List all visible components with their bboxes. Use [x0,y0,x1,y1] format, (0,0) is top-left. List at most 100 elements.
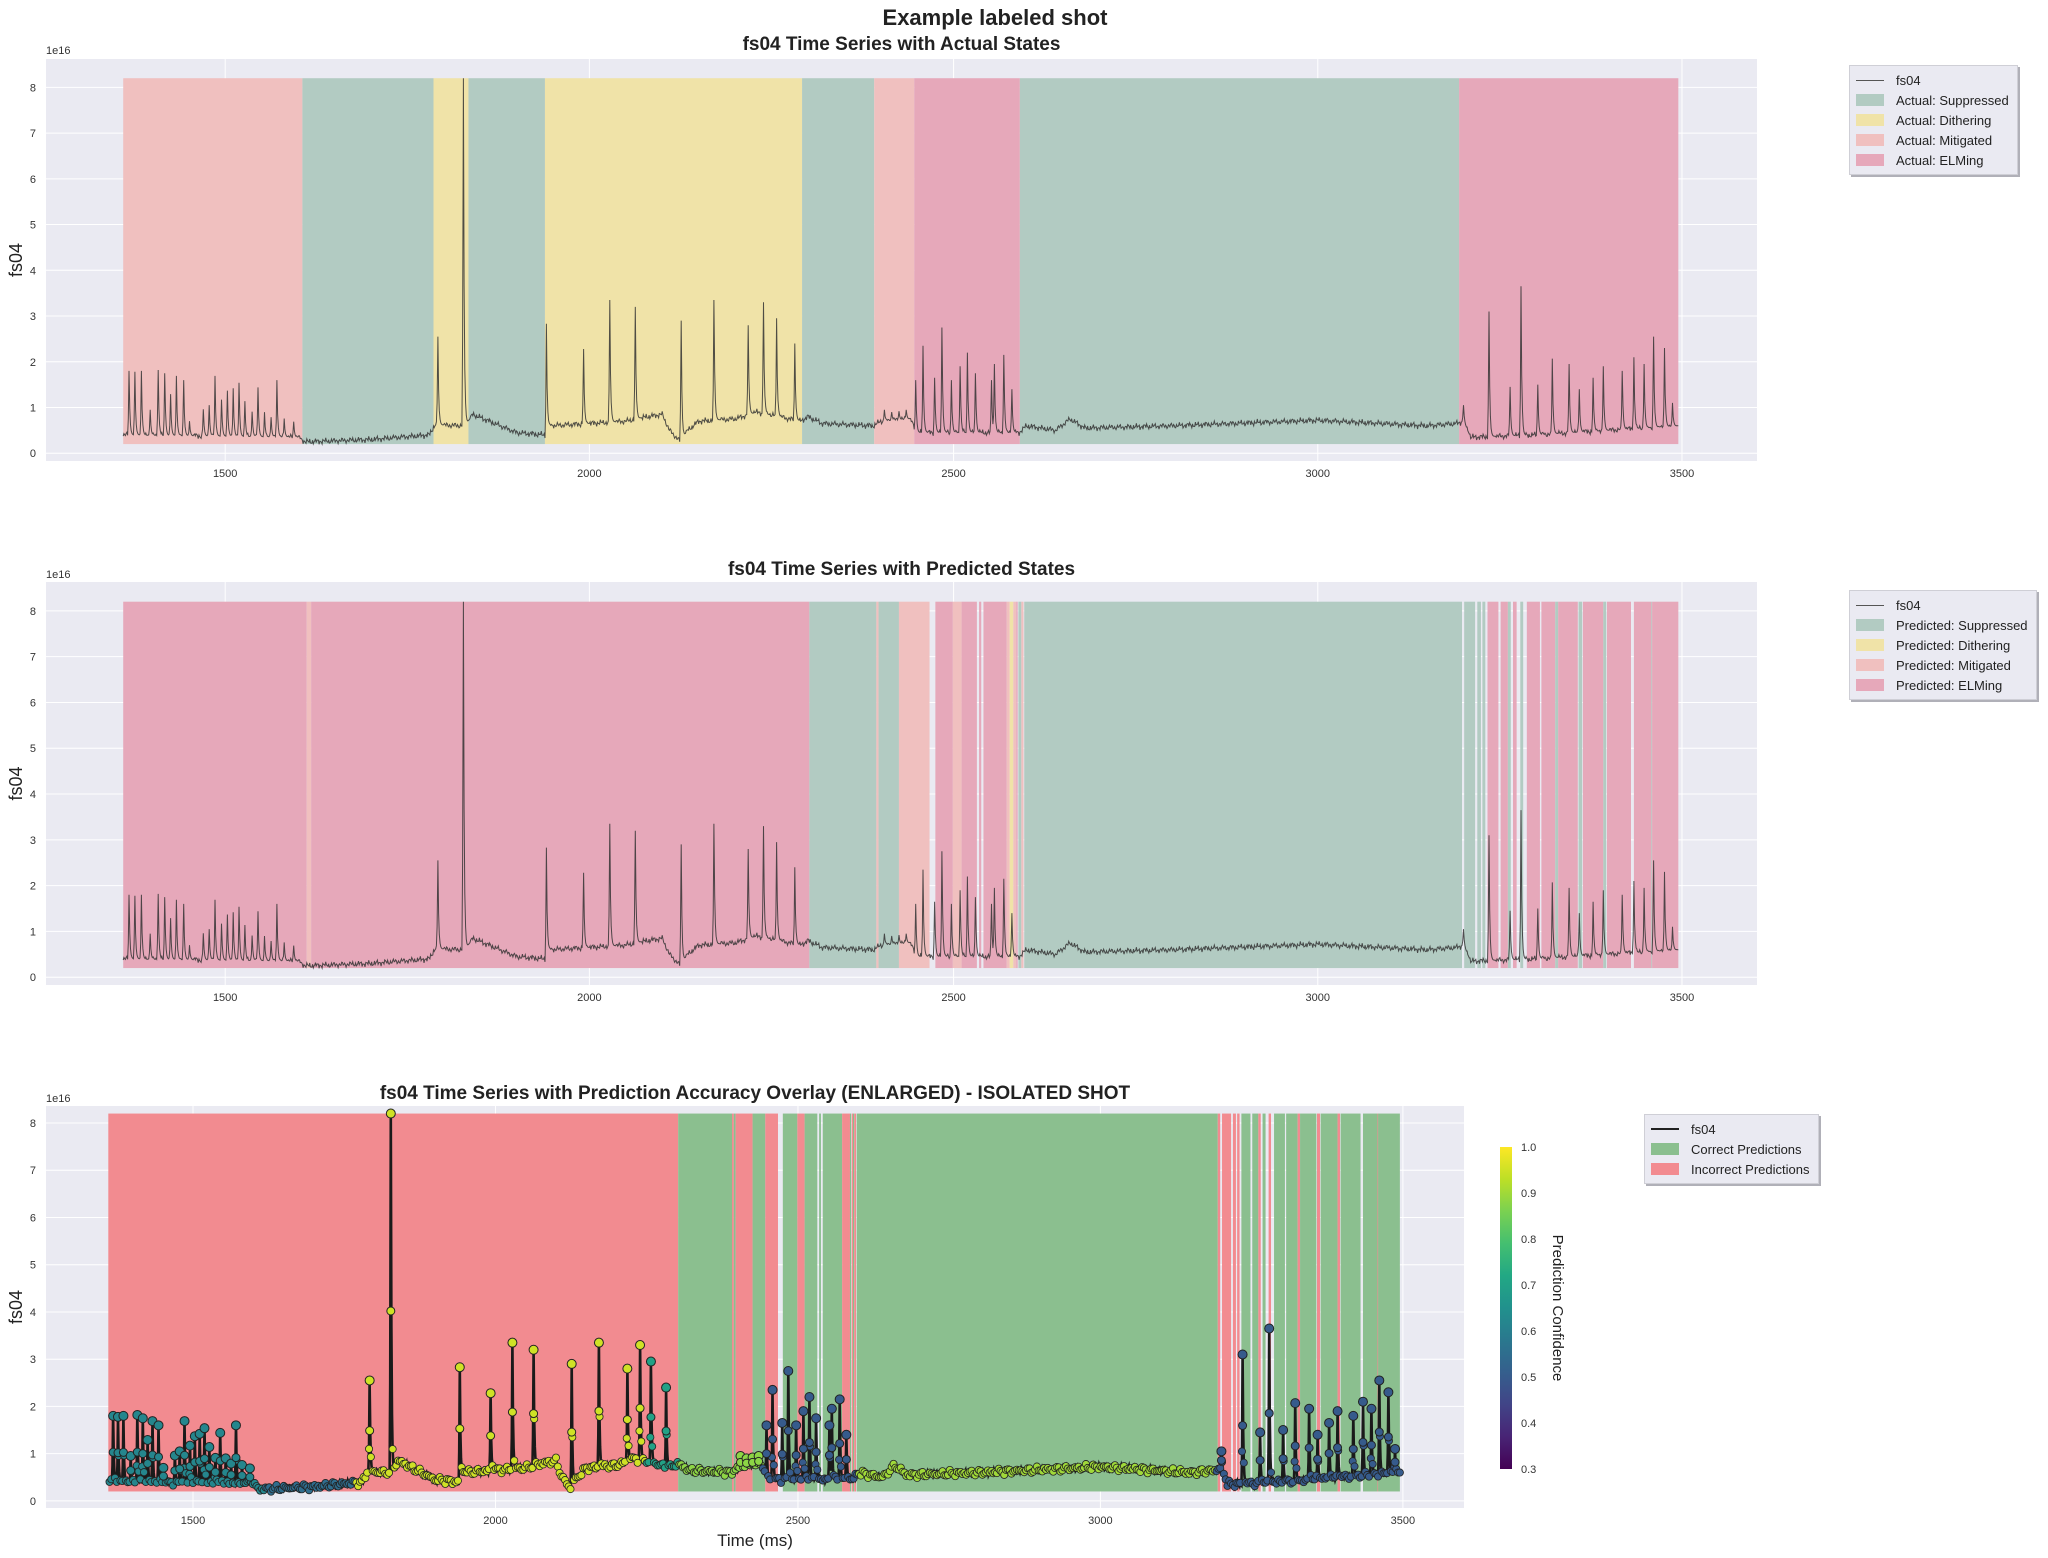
confidence-marker [388,1445,397,1454]
confidence-marker [1264,1323,1275,1334]
confidence-marker [645,1356,656,1367]
y-tick-label: 8 [30,1118,36,1130]
confidence-marker [385,1468,394,1477]
confidence-marker [1324,1417,1335,1428]
y-tick-label: 5 [30,1260,36,1272]
x-tick-label: 1500 [213,468,237,480]
confidence-marker [244,1463,255,1474]
confidence-marker [366,1452,375,1461]
confidence-marker [1374,1427,1384,1437]
confidence-marker [777,1449,787,1459]
swatch-mitigated [1856,134,1884,146]
confidence-marker [622,1434,631,1443]
correct-prediction-span [1252,1113,1259,1492]
chart-title: fs04 Time Series with Actual States [743,34,1061,55]
legend-label: Incorrect Predictions [1691,1161,1810,1177]
confidence-marker [661,1426,671,1436]
y-axis-label: fs04 [6,766,26,800]
confidence-marker [1239,1458,1248,1467]
swatch-dithering [1856,639,1884,651]
correct-prediction-span [733,1113,736,1492]
legend-actual: fs04 Actual: Suppressed Actual: Ditherin… [1849,65,2018,175]
confidence-marker [1383,1387,1394,1398]
colorbar-label: Prediction Confidence [1549,1235,1566,1382]
confidence-marker [454,1362,465,1373]
state-span-suppressed [1578,601,1583,969]
colorbar-gradient [1500,1147,1512,1469]
confidence-marker [1348,1410,1359,1421]
confidence-marker [646,1412,656,1422]
confidence-marker [158,1471,168,1481]
legend-label: Predicted: Mitigated [1896,657,2011,673]
colorbar-tick-label: 0.3 [1521,1464,1536,1476]
y-tick-label: 0 [30,1496,36,1508]
confidence-marker [153,1420,164,1431]
state-span-suppressed [802,78,875,445]
state-span-elming [1633,601,1652,969]
state-span-suppressed [878,601,899,969]
x-tick-label: 3500 [1670,992,1694,1004]
confidence-marker [1350,1462,1359,1471]
confidence-marker [769,1461,778,1470]
legend-item-dithering: Actual: Dithering [1856,110,2009,130]
state-span-elming [1582,601,1604,969]
confidence-marker [140,1468,149,1477]
state-span-elming [1487,601,1499,969]
confidence-marker [142,1434,153,1445]
state-span-suppressed [1651,601,1653,969]
confidence-marker [551,1453,560,1462]
confidence-marker [827,1443,837,1453]
correct-prediction-span [1286,1113,1298,1492]
confidence-marker [811,1413,822,1424]
state-span-mitigated [874,78,915,445]
legend-label: Predicted: ELMing [1896,677,2003,693]
confidence-marker [1290,1457,1299,1466]
correct-prediction-span [1320,1113,1338,1492]
confidence-marker [1368,1460,1377,1469]
confidence-marker [210,1467,220,1477]
offset-text: 1e16 [46,45,70,57]
confidence-marker [180,1450,190,1460]
legend-label: fs04 [1691,1121,1716,1137]
legend-item-incorrect: Incorrect Predictions [1651,1159,1810,1179]
confidence-marker [184,1440,195,1451]
confidence-marker [841,1429,852,1440]
legend-item-suppressed: Predicted: Suppressed [1856,615,2028,635]
state-span-suppressed [1019,78,1460,445]
y-tick-label: 7 [30,128,36,140]
y-tick-label: 1 [30,1449,36,1461]
incorrect-prediction-span [1268,1113,1272,1492]
y-axis-label: fs04 [6,1290,26,1324]
confidence-marker [485,1388,496,1399]
confidence-marker [199,1423,210,1434]
legend-item-mitigated: Predicted: Mitigated [1856,655,2028,675]
confidence-marker [365,1426,375,1436]
x-tick-label: 2000 [577,468,601,480]
confidence-marker [786,1468,795,1477]
correct-prediction-span [1300,1113,1317,1492]
confidence-marker [768,1434,778,1444]
confidence-marker [661,1382,672,1393]
confidence-marker [1255,1427,1266,1438]
incorrect-prediction-span [842,1113,850,1492]
confidence-marker [804,1437,814,1447]
state-span-suppressed [1603,601,1607,969]
state-span-elming [1512,601,1517,969]
confidence-marker [761,1420,772,1431]
confidence-marker [566,1485,575,1494]
confidence-marker [179,1416,190,1427]
correct-prediction-span [1340,1113,1361,1492]
y-tick-label: 2 [30,1401,36,1413]
y-tick-label: 1 [30,926,36,938]
confidence-marker [635,1403,645,1413]
state-span-suppressed [1477,601,1481,969]
predicted-states-axes: 1500 2000 2500 3000 3500 0 1 2 3 4 5 6 7 8 fs04 Time S… [6,559,1757,1004]
confidence-marker [835,1439,845,1449]
confidence-marker [1290,1398,1301,1409]
confidence-marker [215,1427,226,1438]
confidence-marker [633,1458,642,1467]
state-span-elming [1016,601,1018,969]
swatch-dithering [1856,114,1884,126]
confidence-marker [1332,1406,1343,1417]
confidence-marker [137,1413,148,1424]
